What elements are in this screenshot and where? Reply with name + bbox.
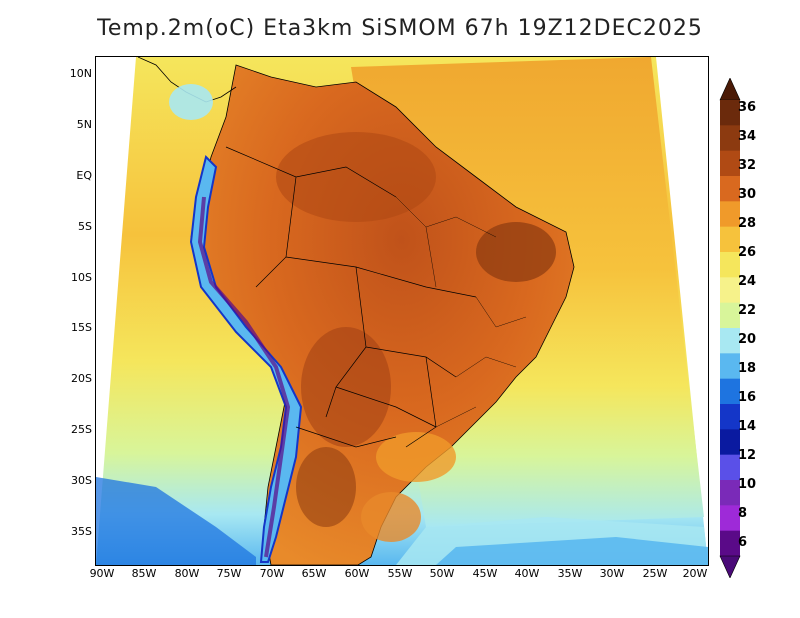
colorbar-segment [720,530,740,557]
colorbar-segment [720,353,740,380]
lat-label: 5S [78,220,92,233]
colorbar-segment [720,302,740,329]
colorbar-label: 12 [738,448,757,463]
lat-label: 5N [76,118,92,131]
colorbar-segment [720,328,740,354]
colorbar-label: 24 [738,274,757,289]
lon-label: 25W [642,567,668,580]
pacific-cool-patch [169,84,213,120]
colorbar-label: 28 [738,216,757,231]
hot-zone-northeast [476,222,556,282]
temperature-map [96,57,708,565]
colorbar-segment [720,252,740,278]
lon-label: 30W [599,567,625,580]
lon-label: 80W [174,567,200,580]
colorbar-segment [720,150,740,177]
colorbar-segment [720,100,740,126]
lon-label: 70W [259,567,285,580]
map-title: Temp.2m(oC) Eta3km SiSMOM 67h 19Z12DEC20… [97,16,703,41]
andes-core [197,196,291,558]
colorbar-label: 22 [738,303,757,318]
lon-label: 85W [131,567,157,580]
colorbar-label: 14 [738,419,757,434]
colorbar-segment [720,378,740,405]
lat-label: 35S [71,525,92,538]
lon-label: 60W [344,567,370,580]
colorbar-label: 26 [738,245,757,260]
lon-label: 65W [301,567,327,580]
colorbar-label: 6 [738,535,748,550]
temperature-colorbar [719,78,741,578]
colorbar-label: 8 [738,506,748,521]
colorbar-label: 20 [738,332,757,347]
colorbar-label: 36 [738,100,757,115]
lat-label: 25S [71,423,92,436]
map-frame [95,56,709,566]
lat-label: 20S [71,372,92,385]
colorbar-label: 32 [738,158,757,173]
colorbar-segment [720,454,740,481]
colorbar-segment [720,505,740,532]
colorbar-segment [720,201,740,228]
lon-label: 75W [216,567,242,580]
lat-label: 10N [69,67,92,80]
colorbar-segment [720,277,740,304]
colorbar-label: 18 [738,361,757,376]
south-atlantic-cold [436,537,708,565]
colorbar-segment [720,176,740,202]
colorbar-segment [720,226,740,253]
south-pacific-cold [96,477,256,565]
colorbar-label: 34 [738,129,757,144]
lat-label: 15S [71,321,92,334]
colorbar-label: 30 [738,187,757,202]
colorbar-segment [720,480,740,506]
colorbar-segment [720,404,740,430]
lon-label: 50W [429,567,455,580]
mild-zone-south [361,492,421,542]
colorbar-segment [720,125,740,152]
colorbar-segment [720,429,740,456]
colorbar-label: 16 [738,390,757,405]
state-borders [395,196,527,428]
lon-label: 40W [514,567,540,580]
mild-zone-southeast [376,432,456,482]
hot-zone-chaco [301,327,391,447]
colorbar-bottom-arrow [719,555,741,578]
lat-label: 30S [71,474,92,487]
hot-zone-amazon [276,132,436,222]
lon-label: 45W [472,567,498,580]
lon-label: 35W [557,567,583,580]
lon-label: 55W [387,567,413,580]
lon-label: 20W [682,567,708,580]
lat-label: 10S [71,271,92,284]
colorbar-label: 10 [738,477,757,492]
colorbar-top-arrow [719,78,741,101]
lon-label: 90W [89,567,115,580]
lat-label: EQ [76,169,92,182]
hot-zone-argentina [296,447,356,527]
